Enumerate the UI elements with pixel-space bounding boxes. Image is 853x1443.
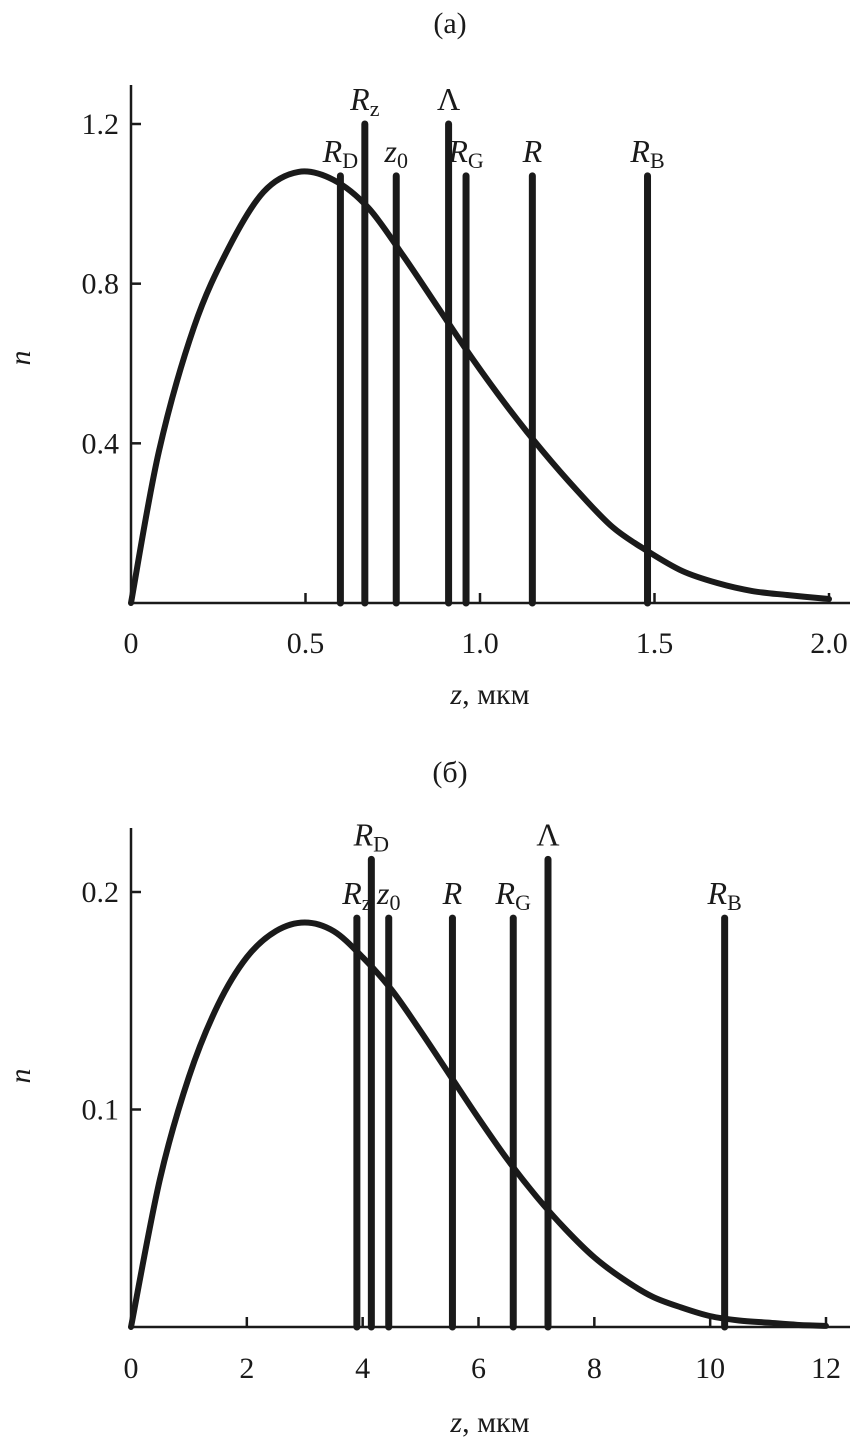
panel-b-x-axis-unit: , мкм (462, 1406, 530, 1439)
panel-b-marker-label-r-d: RD (353, 816, 389, 856)
panel-a-x-tick-label: 0 (124, 627, 139, 660)
panel-b-marker-label-r: R (442, 875, 463, 911)
panel-a-markers (336, 120, 652, 607)
panel-a-x-axis-unit: , мкм (462, 678, 530, 711)
panel-b-marker-label-z-0: z0 (376, 875, 400, 915)
panel-b: (б) Rz RD z0 R RGΛ RB 0 2 4 6 8 10 12 0.1 0.2 n z, мк… (4, 756, 850, 1439)
panel-a-marker-label-r-d: RD (322, 133, 358, 173)
panel-b-x-axis-var: z (449, 1406, 462, 1439)
panel-a-marker-label-z-0: z0 (384, 133, 408, 173)
panel-a-axes (129, 85, 850, 605)
panel-a-marker-label-r: R (522, 133, 543, 169)
panel-b-marker-label-r-b: RB (707, 875, 742, 915)
panel-a-marker-label-r-g: RG (447, 133, 484, 173)
panel-a-y-tick-label: 0.4 (82, 427, 120, 460)
panel-a-axis-lines (129, 85, 850, 605)
panel-b-y-axis-label: n (4, 1069, 37, 1084)
panel-a-ticks: 0 0.5 1.0 1.5 2.0 0.4 0.8 1.2 (82, 108, 848, 660)
panel-b-x-tick-label: 0 (124, 1352, 139, 1385)
panel-b-distribution-curve (128, 919, 829, 1330)
panel-b-x-tick-label: 6 (471, 1352, 486, 1385)
panel-b-x-tick-label: 12 (811, 1352, 841, 1385)
panel-b-curve (128, 919, 829, 1330)
panel-b-x-tick-label: 2 (239, 1352, 254, 1385)
panel-a-x-axis-var: z (449, 678, 462, 711)
panel-b-axis-lines (129, 828, 850, 1329)
panel-a-y-tick-label: 1.2 (82, 108, 120, 141)
panel-b-y-tick-label: 0.2 (82, 876, 120, 909)
panel-b-marker-label-lambda: Λ (536, 816, 559, 852)
panel-b-x-tick-label: 10 (695, 1352, 725, 1385)
panel-b-marker-label-r-z: Rz (341, 875, 372, 915)
panel-a-x-axis-label: z, мкм (449, 678, 529, 711)
panel-a-x-tick-label: 1.5 (636, 627, 674, 660)
panel-a-x-tick-label: 1.0 (461, 627, 499, 660)
panel-a-x-tick-label: 0.5 (287, 627, 325, 660)
panel-a-label: (a) (433, 7, 466, 40)
panel-b-marker-labels: Rz RD z0 R RGΛ RB (341, 816, 742, 915)
panel-a-marker-label-r-b: RB (629, 133, 664, 173)
panel-a-marker-label-lambda: Λ (437, 81, 460, 117)
panel-b-x-tick-label: 8 (587, 1352, 602, 1385)
panel-b-y-tick-label: 0.1 (82, 1094, 120, 1127)
panel-a-y-axis-label: n (4, 351, 37, 366)
panel-b-label: (б) (432, 756, 467, 789)
panel-b-ticks: 0 2 4 6 8 10 12 0.1 0.2 (82, 876, 842, 1385)
panel-b-axes (129, 828, 850, 1329)
panel-a-y-tick-label: 0.8 (82, 268, 120, 301)
panel-b-x-tick-label: 4 (355, 1352, 370, 1385)
panel-b-x-axis-label: z, мкм (449, 1406, 529, 1439)
panel-a-curve (128, 168, 832, 606)
panel-a-x-tick-label: 2.0 (810, 627, 848, 660)
panel-a-distribution-curve (128, 168, 832, 606)
panel-b-markers (353, 855, 729, 1331)
panel-a-marker-label-r-z: Rz (349, 81, 380, 121)
panel-b-marker-label-r-g: RG (495, 875, 532, 915)
